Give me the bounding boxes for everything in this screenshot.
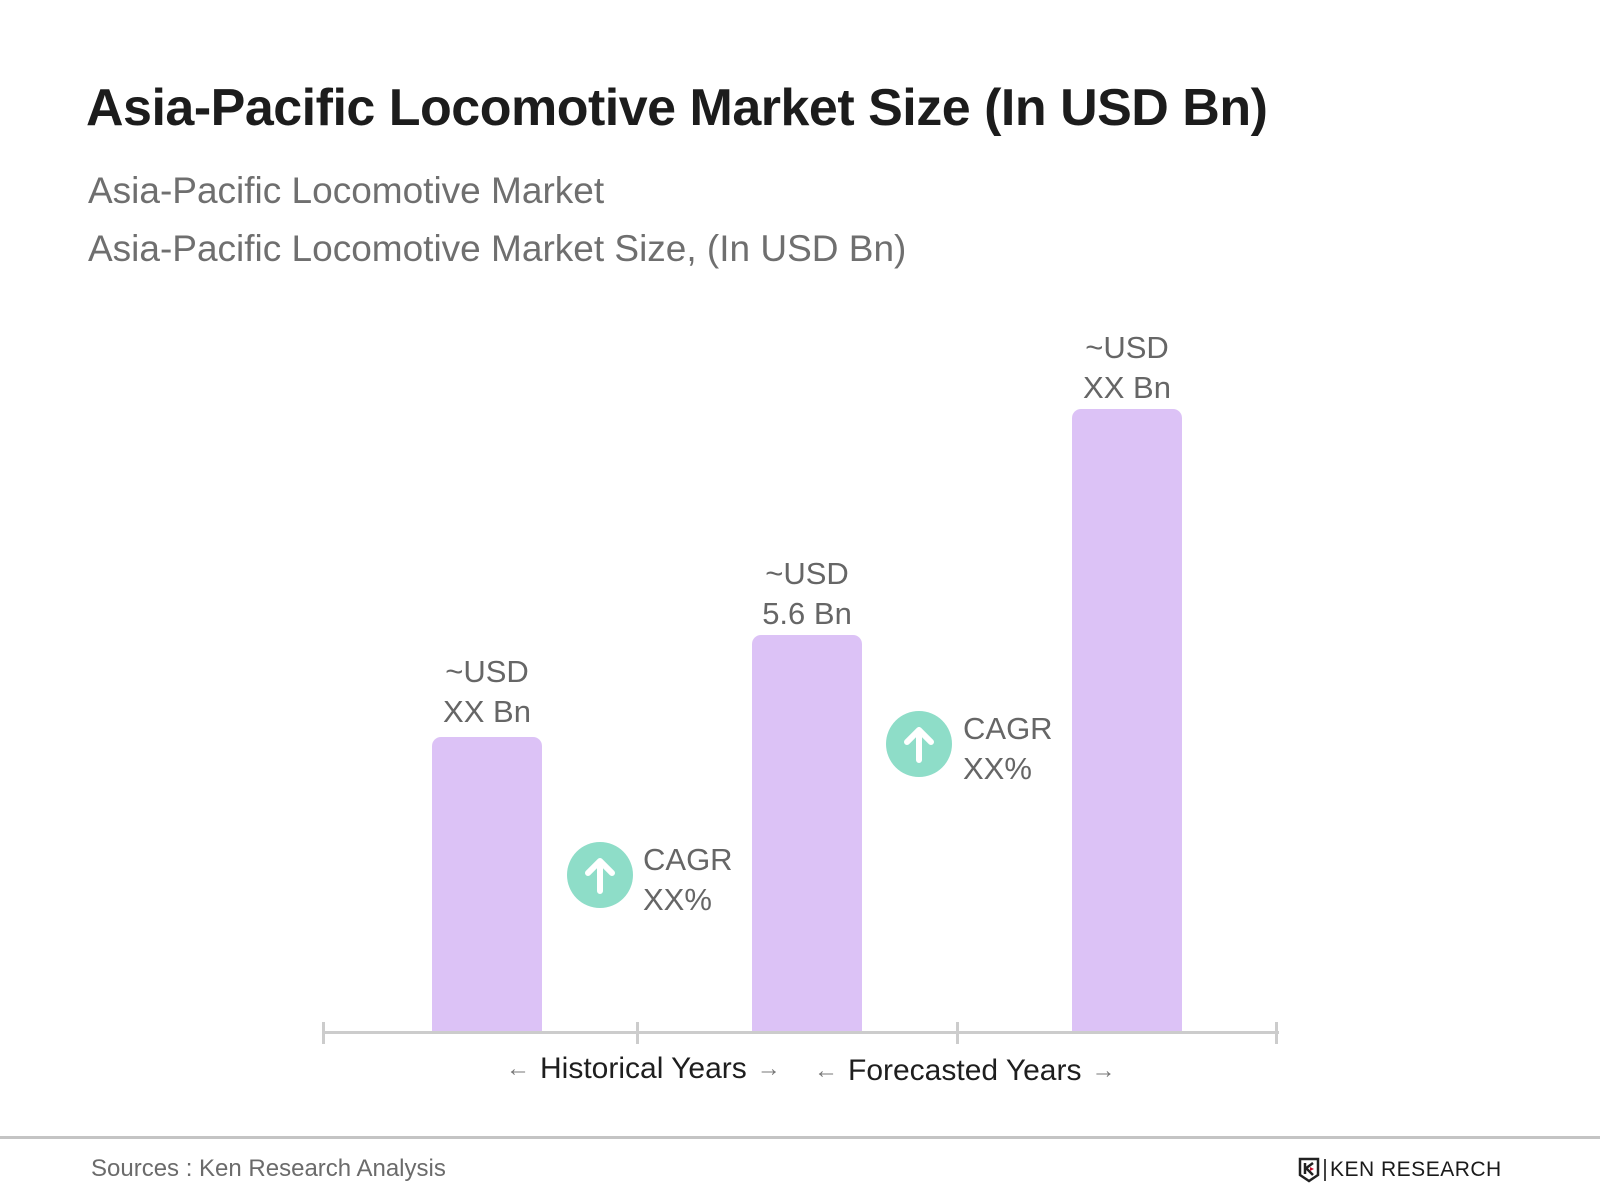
x-axis-line [323,1031,1279,1034]
bar-2-value-label: ~USD 5.6 Bn [727,554,887,634]
bar-3-label-line1: ~USD [1085,330,1169,365]
bar-1-label-line1: ~USD [445,654,529,689]
forecasted-years-text: Forecasted Years [848,1054,1082,1087]
cagr-2-label: CAGR [963,711,1053,746]
chart-subtitle-market: Asia-Pacific Locomotive Market [88,170,605,211]
bar-2 [752,635,862,1032]
ken-shield-icon [1298,1157,1320,1183]
sources-note: Sources : Ken Research Analysis [91,1155,446,1182]
forecasted-years-label: ← Forecasted Years → [814,1054,1115,1088]
chart-subtitle-size: Asia-Pacific Locomotive Market Size, (In… [88,228,907,269]
cagr-2-badge [886,711,952,777]
arrow-up-icon [904,727,934,763]
footer-divider [0,1136,1600,1139]
x-axis-tick [1275,1022,1278,1044]
bar-3-value-label: ~USD XX Bn [1047,328,1207,408]
cagr-1-label: CAGR [643,842,733,877]
x-axis-tick [322,1022,325,1044]
arrow-left-icon: ← [506,1055,530,1082]
bar-2-label-line2: 5.6 Bn [762,596,852,631]
cagr-1-value: XX% [643,882,712,917]
arrow-right-icon: → [1091,1057,1116,1084]
x-axis-tick [956,1022,959,1044]
bar-3 [1072,409,1182,1032]
ken-research-logo: KEN RESEARCH [1298,1157,1502,1183]
x-axis-tick [636,1022,639,1044]
bar-1-value-label: ~USD XX Bn [407,652,567,732]
cagr-1-text: CAGR XX% [643,840,733,920]
arrow-right-icon: → [756,1055,781,1082]
chart-title: Asia-Pacific Locomotive Market Size (In … [86,79,1268,137]
logo-separator [1324,1159,1326,1181]
arrow-left-icon: ← [814,1057,838,1084]
historical-years-text: Historical Years [540,1052,747,1085]
historical-years-label: ← Historical Years → [506,1052,781,1086]
cagr-2-text: CAGR XX% [963,709,1053,789]
logo-text: KEN RESEARCH [1330,1158,1502,1181]
bar-1 [432,737,542,1032]
bar-3-label-line2: XX Bn [1083,370,1171,405]
cagr-1-badge [567,842,633,908]
cagr-2-value: XX% [963,751,1032,786]
arrow-up-icon [585,858,615,894]
bar-2-label-line1: ~USD [765,556,849,591]
bar-1-label-line2: XX Bn [443,694,531,729]
